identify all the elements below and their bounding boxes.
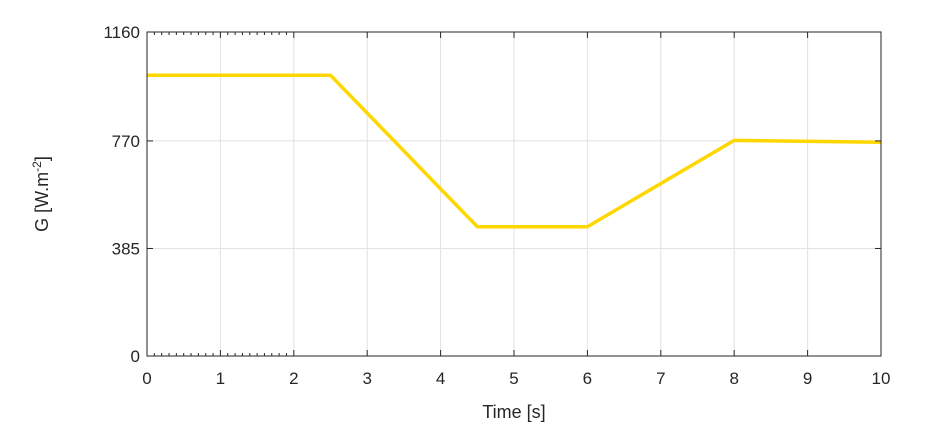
y-tick-labels: 0 385 770 1160 <box>103 23 140 366</box>
x-tick-label: 4 <box>436 369 445 388</box>
y-axis-label-superscript: -2 <box>30 161 44 172</box>
x-tick-label: 5 <box>509 369 518 388</box>
x-tick-label: 7 <box>656 369 665 388</box>
series-lines <box>147 73 882 229</box>
y-tick-label: 1160 <box>103 23 140 42</box>
x-tick-label: 0 <box>142 369 151 388</box>
x-tick-label: 6 <box>583 369 592 388</box>
y-axis-label-suffix: ] <box>32 156 52 161</box>
x-tick-label: 10 <box>872 369 891 388</box>
major-ticks <box>146 31 882 357</box>
x-axis-label: Time [s] <box>482 402 545 422</box>
y-tick-label: 385 <box>112 239 140 258</box>
x-tick-label: 3 <box>362 369 371 388</box>
y-tick-label: 770 <box>112 132 140 151</box>
grid <box>147 32 881 356</box>
y-axis-label: G [W.m-2] <box>30 156 52 232</box>
x-tick-label: 8 <box>729 369 738 388</box>
x-tick-label: 9 <box>803 369 812 388</box>
y-tick-label: 0 <box>131 347 140 366</box>
x-tick-labels: 0 1 2 3 4 5 6 7 8 9 10 <box>142 369 890 388</box>
series-line <box>147 73 882 229</box>
x-tick-label: 1 <box>216 369 225 388</box>
x-tick-label: 2 <box>289 369 298 388</box>
y-axis-label-main: G [W.m <box>32 172 52 232</box>
